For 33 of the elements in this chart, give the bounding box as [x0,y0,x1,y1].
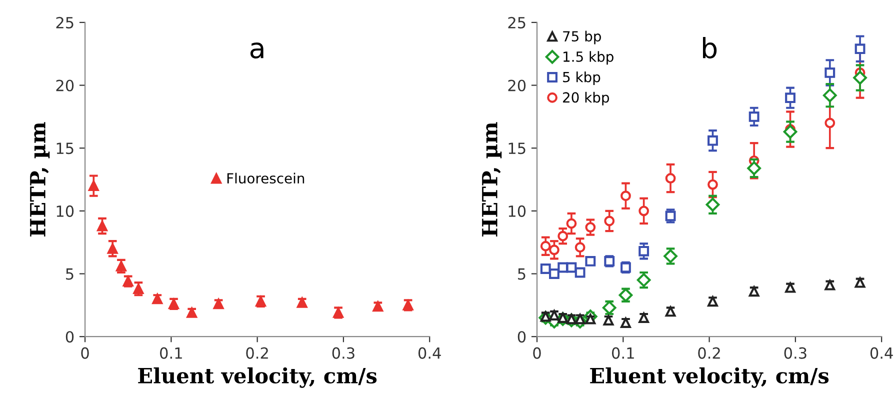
x-tick-label: 0.1 [160,347,182,359]
y-tick-label: 20 [56,80,74,92]
legend-label: Fluorescein [227,172,304,184]
y-axis-title: HETP, µm [30,122,50,236]
x-tick-label: 0.2 [246,347,268,359]
y-tick-label: 5 [66,268,74,280]
legend-label: 20 kbp [563,92,610,106]
legend-label: 1.5 kbp [564,51,614,65]
y-tick-label: 15 [508,142,526,154]
y-tick-label: 0 [518,331,526,343]
x-tick-label: 0.1 [612,347,634,359]
y-axis-title: HETP, µm [482,122,502,236]
y-tick-label: 15 [56,142,74,154]
y-tick-label: 0 [66,331,74,343]
x-tick-label: 0.2 [698,347,720,359]
chart-title: b [702,36,717,58]
x-tick-label: 0.3 [784,347,806,359]
legend-label: 75 bp [563,30,601,44]
legend-label: 5 kbp [563,72,600,85]
x-tick-label: 0 [533,347,541,359]
y-tick-label: 10 [56,205,74,217]
y-tick-label: 10 [508,205,526,217]
x-tick-label: 0.4 [870,347,893,359]
x-tick-label: 0 [81,347,89,359]
text: a [250,42,264,58]
x-tick-label: 0.3 [332,347,354,359]
y-tick-label: 25 [56,16,74,28]
x-tick-label: 0.4 [418,347,441,359]
x-axis-title: Eluent velocity, cm/s [138,367,377,388]
y-tick-label: 20 [508,80,526,92]
y-tick-label: 25 [508,16,526,28]
y-tick-label: 5 [518,268,526,280]
x-axis-title: Eluent velocity, cm/s [590,367,829,388]
